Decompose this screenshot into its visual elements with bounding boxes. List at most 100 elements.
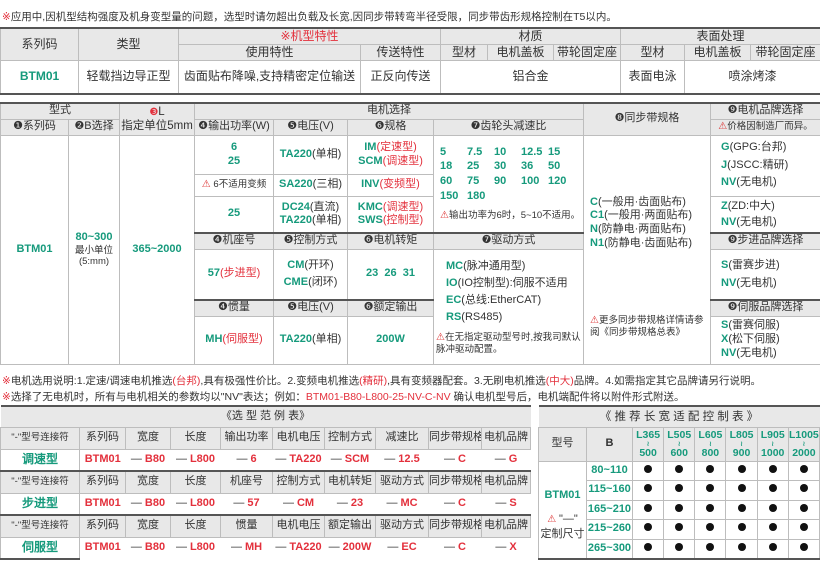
example-header: 控制方式	[324, 426, 376, 450]
drive-option: EC(总线:EtherCAT)	[446, 292, 583, 309]
example-value-text: MH	[244, 541, 263, 554]
h-servo-brand: ❾伺服品牌选择	[710, 299, 820, 317]
available-dot-icon	[768, 503, 777, 512]
recommend-table: 《 推 荐 长 宽 适 配 控 制 表 》 型号 B L365 ≀ 500 L505 ≀ 60…	[538, 405, 820, 560]
example-value-wrap: BTM01	[81, 541, 125, 555]
connector-dash: —	[330, 452, 342, 465]
gear-ratio: 36	[521, 160, 534, 173]
example-header: 额定输出	[324, 514, 376, 538]
belt-option: C(一般用·齿面贴布)	[590, 196, 710, 210]
h-series: 系列码	[0, 27, 79, 61]
width-range: 80~110	[586, 460, 633, 481]
nv-note: ※选择了无电机时，所有与电机相关的参数均以"NV"表达；例如：BTM01-B80…	[2, 391, 685, 403]
brand-option-code: NV	[721, 176, 737, 189]
warning-icon: ⚠	[436, 331, 445, 343]
servo-brand-option: X(松下伺服)	[721, 333, 820, 347]
connector-dash: —	[130, 541, 142, 554]
example-header: 驱动方式	[375, 514, 429, 538]
connector-dash: —	[236, 452, 248, 465]
available-dot-icon	[799, 503, 808, 512]
example-header: 电机品牌	[480, 426, 532, 450]
volt-servo: TA220(单相)	[273, 315, 348, 365]
recommend-header-row: 型号 B L365 ≀ 500 L505 ≀ 600 L605 ≀ 800 L805 ≀ 900 L905 ≀…	[538, 426, 820, 462]
brand-option: Z(ZD:中大)	[721, 198, 820, 215]
h-motor: 电机选择	[194, 102, 584, 120]
h-material: 材质	[439, 27, 622, 45]
servo-brand-option: NV(无电机)	[721, 347, 820, 361]
example-value-text: 6	[250, 452, 257, 465]
custom-note: ⚠ "—"	[540, 512, 586, 526]
connector-dash: —	[495, 496, 507, 509]
belt-option-desc: (防静电·齿面贴布)	[604, 236, 693, 249]
h-surface: 表面处理	[620, 27, 820, 45]
example-header: "-"型号连接符	[0, 426, 80, 450]
drive-option-desc: (总线:EtherCAT)	[461, 293, 542, 306]
connector-dash: —	[130, 496, 142, 509]
example-type-label: 调速型	[0, 448, 80, 472]
available-dot-icon	[768, 542, 777, 551]
example-value-text: 12.5	[398, 452, 420, 465]
example-value-wrap: BTM01	[81, 497, 125, 511]
example-value: — L800	[171, 537, 221, 559]
power-note: ⚠ 6不适用变频	[194, 173, 274, 197]
available-dot-icon	[706, 464, 715, 473]
belt-option: N1(防静电·齿面贴布)	[590, 237, 710, 251]
length-range-header: L365 ≀ 500	[631, 426, 665, 462]
length-max: 500	[639, 446, 657, 459]
gear-note: ⚠输出功率为6时，5~10不适用。	[440, 209, 581, 221]
h-inertia: ❹惯量	[194, 299, 274, 317]
available-dot-icon	[737, 503, 746, 512]
brand-option-code: NV	[721, 216, 737, 229]
example-value-wrap: —12.5	[377, 453, 428, 467]
example-value: —6	[221, 449, 273, 471]
available-dot-icon	[799, 542, 808, 551]
example-value-wrap: — CM	[274, 497, 324, 511]
fit-cell	[631, 460, 665, 481]
example-value: — S	[482, 493, 531, 515]
example-value-text: C	[458, 452, 466, 465]
fit-cell	[694, 538, 727, 560]
length-range-header: L605 ≀ 800	[694, 426, 727, 462]
h-seat2: 带轮固定座	[750, 44, 820, 61]
length-min: L1005	[789, 429, 819, 441]
gear-ratios: 5 7.5 10 12.5 15 18 25 30 36 50 60 75 90 100 120 150 180…	[433, 134, 584, 234]
example-type-label: 伺服型	[0, 536, 80, 560]
gear-ratio: 12.5	[521, 145, 543, 158]
h-frame: ❹机座号	[194, 232, 274, 250]
example-value-text: B80	[144, 541, 166, 554]
example-value: — C	[429, 449, 482, 471]
example-header: 电机电压	[272, 426, 325, 450]
fit-cell	[663, 480, 696, 501]
volt-3: DC24(直流) TA220(单相)	[273, 195, 348, 234]
width-range: 115~160	[586, 480, 633, 501]
gear-ratio: 25	[467, 160, 480, 173]
h-model: 型式	[0, 102, 120, 120]
example-value: —23	[325, 493, 376, 515]
gear-ratio: 30	[494, 160, 507, 173]
b-range: 80~300 最小单位 (5:mm)	[68, 134, 120, 365]
example-value: — B80	[126, 537, 171, 559]
gear-ratio: 90	[494, 175, 507, 187]
spec-1: IM(定速型) SCM(调速型)	[347, 134, 434, 175]
h-seat: 带轮固定座	[552, 44, 622, 61]
h-profile2: 型材	[620, 44, 686, 61]
example-value-wrap: — MC	[377, 497, 428, 511]
width-range: 265~300	[586, 538, 633, 560]
example-value: — SCM	[325, 449, 376, 471]
h-b: ❷B选择	[68, 118, 120, 136]
available-dot-icon	[706, 503, 715, 512]
gear-ratio: 180	[467, 189, 486, 202]
length-range-header: L905 ≀ 1000	[756, 426, 789, 462]
example-value-text: B80	[144, 452, 166, 465]
tilde: ≀	[802, 440, 806, 448]
servo-brand-option-desc: (松下伺服)	[728, 333, 780, 346]
warning-icon: ⚠	[201, 178, 211, 190]
example-value: — EC	[376, 537, 429, 559]
example-value: —200W	[325, 537, 376, 559]
h-power: ❹输出功率(W)	[194, 118, 274, 136]
fit-cell	[787, 460, 820, 481]
fit-cell	[725, 538, 758, 560]
model-cell: BTM01 ⚠ "—" 定制尺寸	[538, 460, 587, 560]
example-value-text: C	[458, 496, 466, 509]
fit-cell	[694, 480, 727, 501]
